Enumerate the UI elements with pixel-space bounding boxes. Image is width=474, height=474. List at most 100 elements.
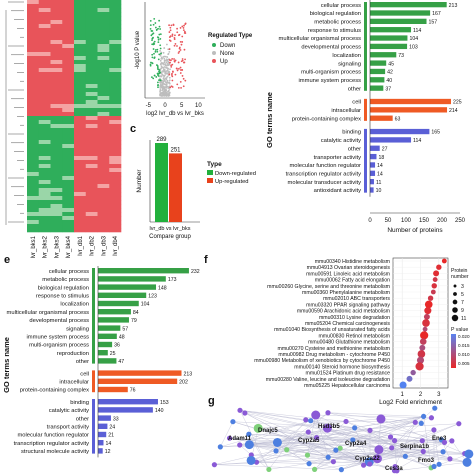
volcano-point-up: [179, 41, 182, 43]
heatmap-cell: [85, 108, 98, 113]
heatmap-cell: [62, 208, 75, 213]
go-bar: [370, 170, 376, 176]
network-edge: [369, 440, 452, 465]
heatmap-cell: [97, 16, 110, 21]
heatmap-cell: [74, 104, 87, 109]
volcano-point-down: [154, 50, 157, 53]
kegg-term-label: mmu00591 Linoleic acid metabolism: [306, 271, 390, 277]
heatmap-cell: [109, 56, 122, 61]
network-node: [394, 468, 400, 474]
network-node: [387, 434, 394, 440]
network-node: [308, 418, 314, 424]
network-node-label: Cyp2a5: [298, 438, 320, 444]
heatmap-cell: [97, 176, 110, 181]
heatmap-cell: [62, 128, 75, 133]
go-bar: [98, 350, 108, 356]
heatmap-cell: [50, 140, 63, 145]
go-bar: [370, 60, 387, 66]
volcano-point-down: [152, 77, 155, 80]
go-bar-value: 63: [395, 116, 401, 122]
volcano-point-none: [165, 78, 168, 81]
heatmap-cell: [85, 80, 98, 85]
volcano-point-none: [161, 89, 164, 92]
volcano-point-down: [156, 48, 159, 51]
volcano-point-down: [152, 23, 155, 26]
updown-legend-swatch: [207, 178, 213, 183]
volcano-point-up: [171, 57, 174, 60]
go-term-label: catalytic activity: [321, 138, 361, 144]
volcano-point-up: [170, 85, 173, 88]
heatmap-cell: [85, 196, 98, 201]
go-bar-value: 48: [119, 335, 125, 341]
kegg-term-label: mmu05204 Chemical carcinogenesis: [305, 321, 390, 327]
network-node: [303, 417, 309, 423]
network-node-label: Ces3a: [385, 466, 403, 472]
heatmap-cell: [97, 8, 110, 13]
network-node-label: Adam11: [228, 436, 252, 442]
heatmap-cell: [50, 128, 63, 133]
heatmap-cell: [27, 156, 40, 161]
heatmap-cell: [50, 208, 63, 213]
heatmap-cell: [50, 148, 63, 153]
heatmap-cell: [50, 60, 63, 65]
network-edge: [352, 439, 371, 462]
go-bar-value: 47: [118, 359, 124, 365]
heatmap-cell: [97, 88, 110, 93]
volcano-point-none: [159, 59, 162, 62]
go-group-strip: [92, 370, 95, 393]
heatmap-cell: [50, 96, 63, 101]
heatmap-cell: [38, 172, 51, 177]
go-bar: [370, 18, 427, 24]
volcano-point-none: [159, 86, 162, 88]
updown-category-label: lvr_db vs lvr_bks: [150, 226, 191, 232]
heatmap-cell: [38, 196, 51, 201]
heatmap-cell: [85, 152, 98, 157]
go-bar-value: 157: [429, 20, 438, 26]
network-node: [391, 438, 398, 444]
heatmap-cell: [74, 32, 87, 37]
kegg-bubble: [419, 338, 427, 345]
volcano-point-up: [181, 35, 184, 38]
go-top-x-tick: 250: [455, 218, 466, 224]
volcano-point-none: [166, 64, 169, 67]
kegg-size-legend-label: 9: [461, 308, 464, 314]
heatmap-cell: [109, 60, 122, 65]
volcano-point-none: [159, 77, 161, 80]
heatmap-cell: [85, 136, 98, 141]
heatmap-cell: [50, 44, 63, 49]
network-edge: [352, 416, 424, 441]
network-node: [338, 467, 344, 473]
heatmap-cell: [74, 108, 87, 113]
heatmap-cell: [85, 228, 98, 233]
network-node-label: Hsd3b5: [318, 424, 340, 430]
go-term-label: molecular function regulator: [17, 433, 89, 439]
volcano-point-up: [179, 49, 182, 51]
go-term-label: binding: [70, 400, 89, 406]
heatmap-cell: [97, 192, 110, 197]
go-bar: [370, 179, 374, 185]
kegg-color-legend-title: P value: [451, 327, 468, 333]
heatmap-cell: [62, 212, 75, 217]
network-edge: [308, 431, 336, 451]
heatmap-cell: [27, 212, 40, 217]
volcano-point-down: [151, 30, 154, 32]
volcano-point-up: [182, 29, 185, 32]
heatmap-cell: [109, 32, 122, 37]
volcano-point-up: [173, 36, 176, 39]
heatmap-cell: [62, 96, 75, 101]
heatmap-cell: [85, 168, 98, 173]
network-edge: [244, 412, 329, 458]
heatmap-cell: [62, 92, 75, 97]
kegg-term-label: mmu00140 Steroid hormone biosynthesis: [294, 364, 390, 370]
heatmap-cell: [38, 20, 51, 25]
heatmap-cell: [62, 20, 75, 25]
go-bar-value: 73: [398, 53, 404, 59]
heatmap-cell: [62, 44, 75, 49]
heatmap-cell: [97, 112, 110, 117]
volcano-point-none: [165, 81, 167, 84]
kegg-size-legend-label: 5: [461, 292, 464, 298]
heatmap-cell: [38, 72, 51, 77]
heatmap-cell: [50, 64, 63, 69]
volcano-point-down: [154, 22, 157, 24]
